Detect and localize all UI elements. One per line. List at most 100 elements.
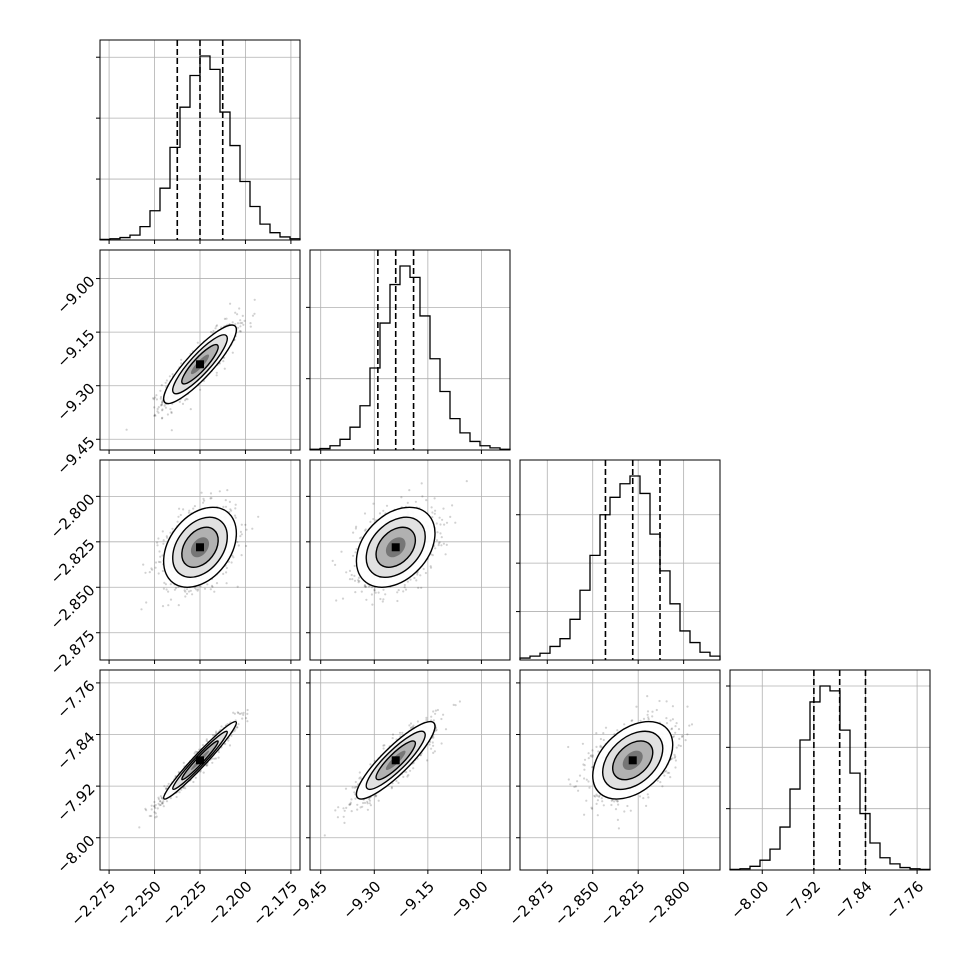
pair-content-3-0 bbox=[138, 708, 249, 829]
scatter-point bbox=[177, 515, 180, 518]
scatter-point bbox=[180, 788, 183, 791]
scatter-point bbox=[193, 752, 196, 755]
scatter-point bbox=[331, 559, 334, 563]
scatter-point bbox=[229, 508, 232, 511]
scatter-point bbox=[168, 375, 171, 378]
scatter-point bbox=[382, 509, 385, 512]
scatter-point bbox=[153, 811, 156, 814]
scatter-point bbox=[245, 544, 248, 548]
scatter-point bbox=[195, 588, 198, 591]
scatter-point bbox=[150, 567, 153, 570]
scatter-point bbox=[161, 409, 164, 412]
scatter-point bbox=[165, 588, 168, 591]
scatter-point bbox=[163, 581, 166, 585]
scatter-point bbox=[350, 798, 353, 801]
scatter-point bbox=[183, 589, 186, 592]
scatter-point bbox=[426, 759, 429, 762]
scatter-point bbox=[158, 804, 161, 807]
contour-line-0 bbox=[355, 506, 436, 588]
scatter-point bbox=[165, 379, 168, 382]
scatter-point bbox=[340, 550, 343, 553]
scatter-point bbox=[144, 571, 147, 574]
scatter-point bbox=[365, 598, 368, 601]
scatter-point bbox=[370, 586, 374, 589]
scatter-point bbox=[235, 726, 239, 729]
pair-content-3-2 bbox=[567, 695, 694, 830]
scatter-point bbox=[157, 572, 160, 575]
scatter-point bbox=[368, 798, 371, 801]
scatter-point bbox=[159, 397, 162, 400]
scatter-point bbox=[336, 816, 339, 819]
scatter-point bbox=[381, 600, 384, 603]
scatter-point bbox=[353, 574, 356, 578]
scatter-point bbox=[345, 806, 348, 810]
scatter-point bbox=[222, 505, 225, 508]
scatter-point bbox=[162, 800, 165, 803]
scatter-point bbox=[374, 795, 377, 798]
scatter-point bbox=[434, 712, 437, 715]
scatter-point bbox=[383, 744, 386, 747]
scatter-point bbox=[182, 508, 185, 511]
scatter-point bbox=[161, 802, 164, 805]
scatter-point bbox=[239, 319, 242, 322]
scatter-point bbox=[349, 801, 352, 804]
scatter-point bbox=[156, 807, 159, 810]
scatter-point bbox=[230, 561, 233, 564]
hist-step-2 bbox=[519, 475, 721, 660]
scatter-point bbox=[162, 542, 165, 545]
scatter-point bbox=[371, 603, 374, 606]
scatter-point bbox=[175, 795, 178, 799]
pair-frame-3-1 bbox=[309, 669, 511, 871]
scatter-point bbox=[681, 735, 684, 739]
scatter-point bbox=[154, 566, 157, 569]
scatter-point bbox=[409, 727, 412, 730]
scatter-point bbox=[188, 509, 191, 512]
scatter-point bbox=[245, 717, 248, 720]
scatter-point bbox=[617, 803, 620, 806]
scatter-point bbox=[334, 563, 337, 567]
scatter-point bbox=[432, 751, 435, 755]
scatter-point bbox=[405, 771, 408, 774]
scatter-point bbox=[337, 806, 340, 809]
scatter-point bbox=[591, 754, 595, 757]
scatter-point bbox=[440, 742, 443, 745]
scatter-point bbox=[154, 803, 157, 807]
scatter-point bbox=[169, 583, 172, 586]
scatter-point bbox=[417, 586, 420, 590]
scatter-point bbox=[156, 544, 159, 547]
scatter-point bbox=[343, 821, 346, 825]
scatter-point bbox=[246, 720, 249, 723]
scatter-point bbox=[239, 322, 242, 325]
scatter-point bbox=[242, 323, 245, 326]
scatter-point bbox=[181, 402, 185, 405]
scatter-point bbox=[230, 509, 233, 512]
scatter-point bbox=[431, 554, 434, 557]
scatter-point bbox=[379, 597, 382, 601]
scatter-point bbox=[157, 796, 160, 799]
scatter-point bbox=[439, 532, 442, 535]
scatter-point bbox=[145, 601, 148, 604]
scatter-point bbox=[240, 712, 243, 715]
scatter-point bbox=[243, 319, 246, 322]
scatter-point bbox=[353, 786, 356, 789]
scatter-point bbox=[433, 512, 436, 515]
scatter-point bbox=[148, 571, 151, 574]
hist-frame-3 bbox=[729, 669, 931, 871]
scatter-point bbox=[444, 728, 448, 731]
scatter-point bbox=[403, 583, 406, 587]
scatter-point bbox=[249, 325, 252, 328]
scatter-point bbox=[178, 400, 181, 403]
scatter-point bbox=[431, 516, 434, 519]
scatter-point bbox=[356, 803, 359, 806]
scatter-point bbox=[166, 413, 169, 416]
scatter-point bbox=[437, 544, 440, 547]
scatter-point bbox=[431, 741, 434, 744]
scatter-point bbox=[366, 800, 369, 803]
scatter-point bbox=[363, 585, 366, 588]
scatter-point bbox=[242, 711, 245, 715]
scatter-point bbox=[231, 321, 234, 324]
scatter-point bbox=[614, 808, 618, 811]
scatter-point bbox=[451, 504, 454, 507]
scatter-point bbox=[162, 805, 165, 808]
scatter-point bbox=[237, 544, 240, 547]
